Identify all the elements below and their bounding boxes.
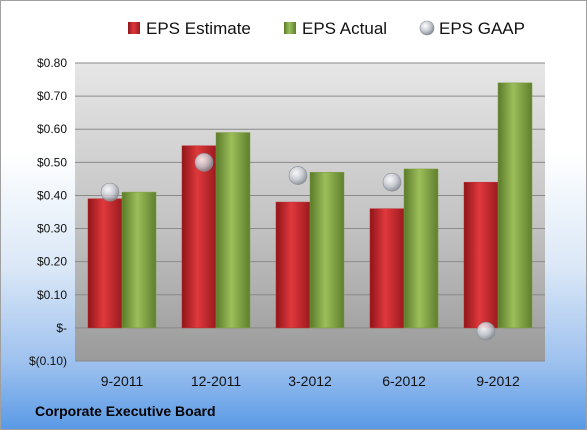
y-tick-label: $- [56,321,67,335]
bar-eps-actual [497,82,533,329]
legend-label: EPS Estimate [146,19,251,38]
legend-swatch [128,22,140,34]
marker-eps-gaap [194,153,214,172]
legend-swatch [284,22,296,34]
marker-eps-gaap [100,182,120,202]
x-category-label: 9-2011 [101,373,144,389]
y-tick-label: $0.50 [37,155,67,169]
bar-eps-estimate [369,208,405,329]
x-category-label: 6-2012 [382,373,426,389]
y-tick-label: $0.70 [37,89,67,103]
marker-eps-gaap [476,321,496,341]
y-tick-label: $0.30 [37,222,67,236]
y-tick-label: $0.10 [37,288,67,302]
bar-eps-actual [121,191,157,329]
y-tick-label: $0.60 [37,122,67,136]
legend-swatch [419,20,435,36]
x-category-label: 9-2012 [476,373,520,389]
y-tick-label: $0.80 [37,56,67,70]
bar-eps-estimate [87,198,123,329]
bar-eps-actual [215,132,251,329]
marker-eps-gaap [382,172,402,192]
bar-eps-actual [309,172,345,329]
y-tick-label: $0.20 [37,255,67,269]
x-category-label: 12-2011 [191,373,242,389]
legend-label: EPS GAAP [439,19,525,38]
x-category-label: 3-2012 [288,373,332,389]
bar-eps-estimate [463,181,499,329]
company-name: Corporate Executive Board [35,403,216,419]
legend-label: EPS Actual [302,19,387,38]
bar-eps-actual [403,168,439,329]
marker-eps-gaap [288,166,308,185]
bar-eps-estimate [275,201,311,329]
y-tick-label: $(0.10) [29,354,67,368]
bar-eps-estimate [181,145,217,329]
y-tick-label: $0.40 [37,188,67,202]
